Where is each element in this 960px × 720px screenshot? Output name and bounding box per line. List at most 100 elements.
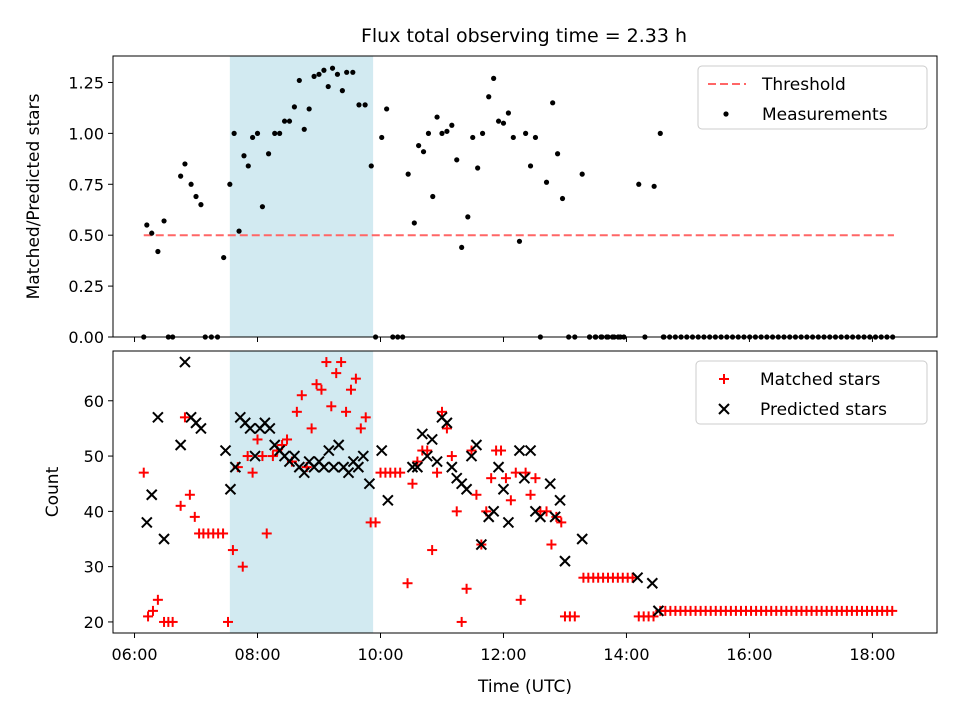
measurement-point bbox=[155, 249, 160, 254]
measurement-point bbox=[363, 102, 368, 107]
measurement-point bbox=[506, 110, 511, 115]
x-tick-label: 16:00 bbox=[726, 645, 772, 664]
legend-label: Matched stars bbox=[760, 370, 880, 390]
measurement-point bbox=[501, 121, 506, 126]
measurement-point bbox=[544, 180, 549, 185]
measurement-point bbox=[182, 161, 187, 166]
y-tick-label: 0.00 bbox=[68, 328, 104, 347]
bottom-panel-counts: 203040506006:00 08:00 10:00 12:00 14:00 16:00… bbox=[43, 351, 937, 697]
legend: Matched stars Predicted stars bbox=[696, 361, 927, 424]
matched-star-point bbox=[190, 512, 200, 522]
measurement-point bbox=[307, 106, 312, 111]
predicted-star-point bbox=[142, 517, 152, 527]
matched-star-point bbox=[526, 490, 536, 500]
measurement-point bbox=[421, 149, 426, 154]
measurement-point bbox=[321, 68, 326, 73]
measurement-point bbox=[255, 131, 260, 136]
measurement-point bbox=[287, 119, 292, 124]
matched-star-point bbox=[427, 545, 437, 555]
measurement-point bbox=[316, 72, 321, 77]
predicted-star-point bbox=[647, 578, 657, 588]
measurement-point bbox=[144, 222, 149, 227]
legend-label: Predicted stars bbox=[760, 400, 887, 420]
measurement-point bbox=[412, 220, 417, 225]
matched-star-point bbox=[139, 468, 149, 478]
matched-star-point bbox=[506, 495, 516, 505]
measurement-point bbox=[426, 131, 431, 136]
measurement-point bbox=[491, 76, 496, 81]
measurement-point bbox=[198, 202, 203, 207]
x-tick-label: 10:00 bbox=[357, 645, 403, 664]
measurement-point bbox=[449, 123, 454, 128]
legend-label: Measurements bbox=[762, 105, 888, 125]
measurement-point bbox=[496, 119, 501, 124]
measurement-point bbox=[379, 135, 384, 140]
measurement-point bbox=[636, 182, 641, 187]
measurement-point bbox=[470, 135, 475, 140]
x-tick-label: 08:00 bbox=[234, 645, 280, 664]
shaded-observing-window bbox=[230, 56, 373, 337]
measurement-point bbox=[227, 182, 232, 187]
y-axis-label: Matched/Predicted stars bbox=[24, 93, 44, 299]
y-axis-label: Count bbox=[43, 466, 63, 517]
predicted-star-point bbox=[176, 440, 186, 450]
predicted-star-point bbox=[153, 412, 163, 422]
matched-star-point bbox=[447, 451, 457, 461]
predicted-star-point bbox=[427, 434, 437, 444]
measurement-point bbox=[480, 131, 485, 136]
matched-star-point bbox=[422, 446, 432, 456]
predicted-star-point bbox=[180, 357, 190, 367]
measurement-point bbox=[475, 165, 480, 170]
measurement-point bbox=[454, 157, 459, 162]
legend-swatch-measurements bbox=[723, 111, 728, 116]
predicted-star-point bbox=[383, 495, 393, 505]
measurement-point bbox=[330, 66, 335, 71]
matched-star-point bbox=[176, 501, 186, 511]
y-tick-label: 60 bbox=[84, 392, 104, 411]
matched-star-point bbox=[486, 473, 496, 483]
y-tick-label: 50 bbox=[84, 447, 104, 466]
measurement-point bbox=[311, 74, 316, 79]
measurement-point bbox=[221, 255, 226, 260]
predicted-star-point bbox=[432, 457, 442, 467]
matched-star-point bbox=[887, 606, 897, 616]
measurement-point bbox=[406, 172, 411, 177]
predicted-star-point bbox=[377, 446, 387, 456]
predicted-star-point bbox=[447, 462, 457, 472]
chart-title: Flux total observing time = 2.33 h bbox=[361, 25, 687, 47]
matched-star-point bbox=[153, 595, 163, 605]
measurement-point bbox=[555, 151, 560, 156]
y-tick-label: 30 bbox=[84, 558, 104, 577]
matched-star-point bbox=[395, 468, 405, 478]
predicted-star-point bbox=[494, 462, 504, 472]
measurement-point bbox=[297, 78, 302, 83]
measurement-point bbox=[528, 163, 533, 168]
measurement-point bbox=[236, 229, 241, 234]
measurement-point bbox=[517, 239, 522, 244]
measurement-point bbox=[523, 131, 528, 136]
measurement-point bbox=[439, 131, 444, 136]
measurement-point bbox=[369, 163, 374, 168]
measurement-point bbox=[188, 182, 193, 187]
matched-star-point bbox=[407, 479, 417, 489]
measurement-point bbox=[282, 119, 287, 124]
y-tick-label: 0.25 bbox=[68, 277, 104, 296]
matched-star-point bbox=[442, 423, 452, 433]
x-tick-label: 12:00 bbox=[480, 645, 526, 664]
measurement-point bbox=[326, 84, 331, 89]
y-tick-label: 1.25 bbox=[68, 73, 104, 92]
measurement-point bbox=[178, 174, 183, 179]
predicted-star-point bbox=[498, 484, 508, 494]
measurement-point bbox=[344, 70, 349, 75]
legend: ThresholdMeasurements bbox=[698, 66, 927, 129]
measurement-point bbox=[550, 100, 555, 105]
measurement-point bbox=[260, 204, 265, 209]
measurement-point bbox=[292, 104, 297, 109]
predicted-star-point bbox=[417, 429, 427, 439]
matched-star-point bbox=[457, 617, 467, 627]
x-axis-label: Time (UTC) bbox=[477, 677, 572, 697]
measurement-point bbox=[434, 114, 439, 119]
matched-star-point bbox=[501, 473, 511, 483]
measurement-point bbox=[430, 194, 435, 199]
measurement-point bbox=[272, 131, 277, 136]
